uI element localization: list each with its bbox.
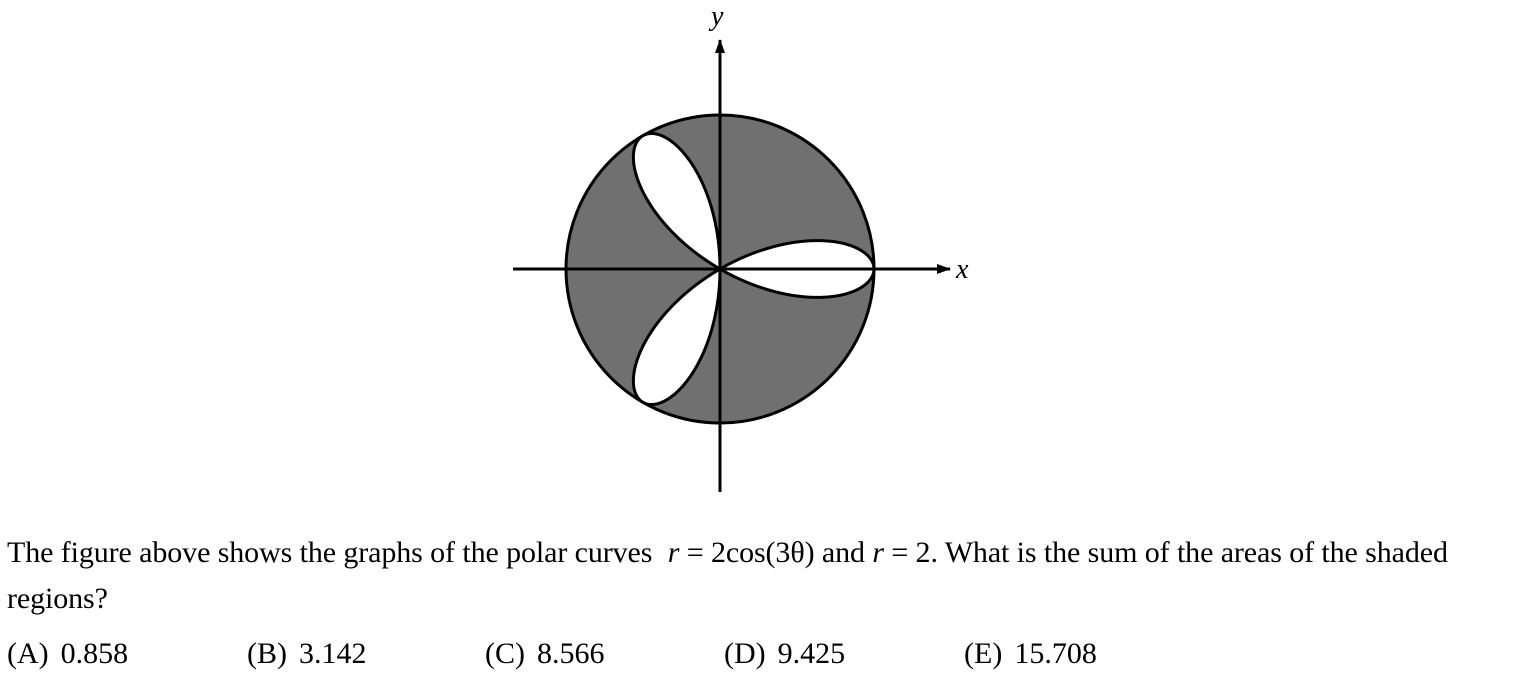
eq1-equals: = [686,536,704,569]
choice-d[interactable]: (D) 9.425 [724,632,845,676]
choice-b-value: 3.142 [299,637,367,670]
eq2-equals: = [891,536,909,569]
choice-a-letter: (A) [7,637,49,670]
answer-choices: (A) 0.858 (B) 3.142 (C) 8.566 (D) 9.425 (E) 1… [7,632,1507,676]
question-text: The figure above shows the graphs of the… [7,530,1531,622]
eq1-var: r [667,536,680,569]
x-axis-label: x [955,254,969,285]
choice-c-letter: (C) [485,637,525,670]
choice-b[interactable]: (B) 3.142 [247,632,367,676]
choice-e[interactable]: (E) 15.708 [964,632,1097,676]
eq2-var: r [872,536,884,569]
choice-c[interactable]: (C) 8.566 [485,632,605,676]
choice-c-value: 8.566 [537,637,605,670]
choice-a-value: 0.858 [60,637,129,670]
choice-e-value: 15.708 [1014,637,1097,670]
choice-e-letter: (E) [964,637,1003,670]
polar-curves-figure: x y [513,1,969,492]
choice-d-letter: (D) [724,637,766,670]
y-axis-label: y [708,1,724,32]
equation-rose: r = 2cos(3θ) [668,536,815,569]
choice-d-value: 9.425 [777,637,846,670]
eq2-rhs: 2. [915,536,938,569]
question-lead: The figure above shows the graphs of the… [7,536,653,569]
eq1-rhs: 2cos(3θ) [710,536,815,569]
choice-a[interactable]: (A) 0.858 [7,632,128,676]
question-prompt: What is the sum of the areas of the shad… [7,536,1448,615]
choice-b-letter: (B) [247,637,287,670]
equation-circle: r = 2. [872,536,938,569]
question-connector: and [821,536,865,569]
